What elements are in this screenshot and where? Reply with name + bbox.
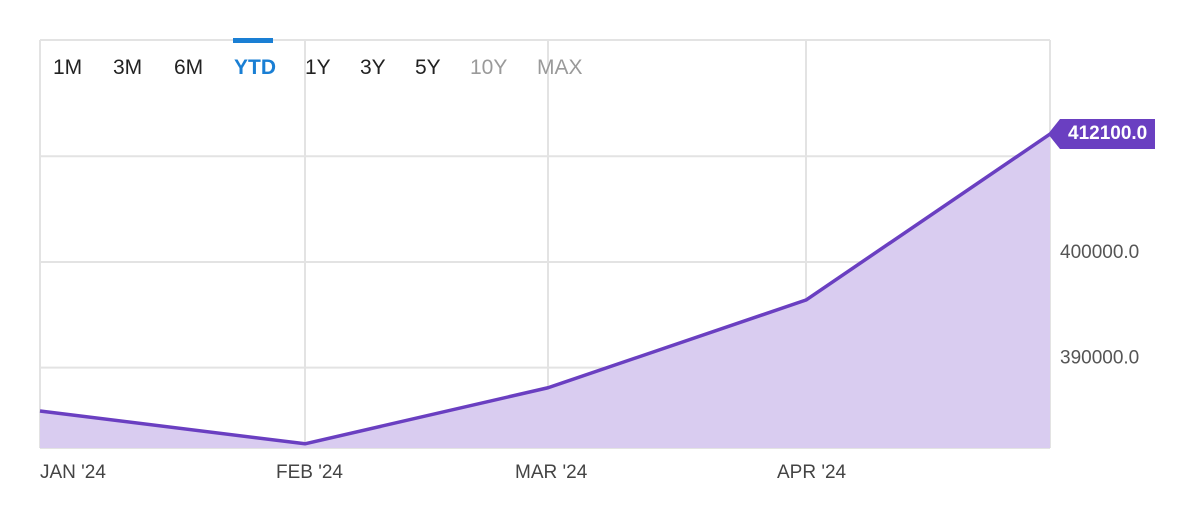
x-tick-label: MAR '24 [515,462,588,483]
range-tab-10y: 10Y [470,56,508,79]
range-tab-6m[interactable]: 6M [174,56,204,79]
range-tab-ytd[interactable]: YTD [234,56,276,79]
x-tick-label: APR '24 [777,462,847,483]
y-tick-label: 390000.0 [1060,348,1139,369]
range-tab-max: MAX [537,56,583,79]
range-tab-3y[interactable]: 3Y [360,56,386,79]
y-tick-label: 400000.0 [1060,242,1139,263]
series-area-fill [40,134,1050,448]
range-tab-1m[interactable]: 1M [53,56,83,79]
series-line [39,132,1051,446]
last-value-label: 412100.0 [1047,119,1156,150]
active-tab-indicator [233,38,273,43]
x-axis-ticks: JAN '24 FEB '24 MAR '24 APR '24 [40,462,847,483]
range-tab-5y[interactable]: 5Y [415,56,441,79]
range-tab-3m[interactable]: 3M [113,56,143,79]
x-tick-label: FEB '24 [276,462,343,483]
x-tick-label: JAN '24 [40,462,106,483]
range-tab-1y[interactable]: 1Y [305,56,331,79]
y-axis-ticks: 390000.0 400000.0 [1060,242,1139,369]
